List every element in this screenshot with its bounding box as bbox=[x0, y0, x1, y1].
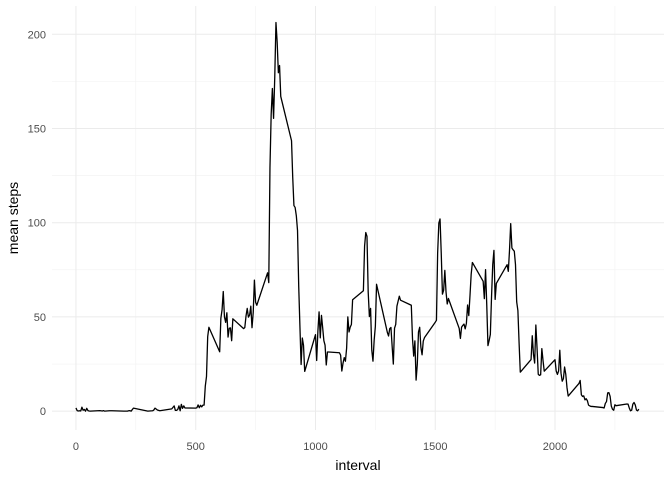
y-tick-label: 0 bbox=[40, 406, 46, 418]
minor-gridlines bbox=[52, 6, 664, 430]
x-tick-label: 500 bbox=[187, 441, 205, 453]
y-axis-title: mean steps bbox=[5, 182, 21, 254]
y-tick-label: 150 bbox=[28, 123, 46, 135]
major-gridlines bbox=[52, 6, 664, 430]
x-tick-label: 1000 bbox=[303, 441, 327, 453]
x-axis-title: interval bbox=[335, 457, 380, 473]
y-tick-label: 50 bbox=[34, 312, 46, 324]
y-axis-tick-labels: 0 50 100 150 200 bbox=[28, 29, 46, 418]
y-tick-label: 200 bbox=[28, 29, 46, 41]
y-tick-label: 100 bbox=[28, 218, 46, 230]
x-tick-label: 1500 bbox=[423, 441, 447, 453]
x-axis-tick-labels: 0 500 1000 1500 2000 bbox=[73, 441, 567, 453]
x-tick-label: 0 bbox=[73, 441, 79, 453]
x-tick-label: 2000 bbox=[543, 441, 567, 453]
mean-steps-line bbox=[75, 21, 640, 412]
